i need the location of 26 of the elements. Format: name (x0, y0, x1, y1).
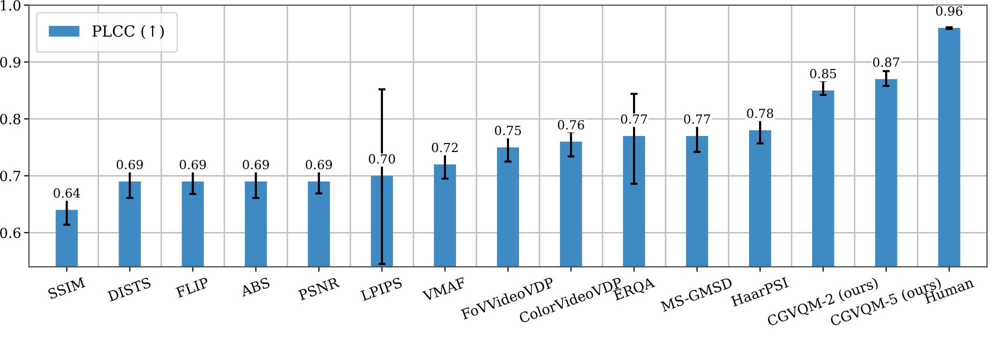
data-label: 0.76 (558, 120, 584, 130)
data-label: 0.87 (873, 57, 900, 67)
y-tick-label: 0.9 (0, 56, 20, 68)
legend-label: PLCC (↑) (92, 24, 164, 39)
data-label: 0.69 (116, 160, 143, 170)
x-tick-label: LPIPS (360, 277, 403, 301)
x-tick-label: PSNR (298, 276, 340, 301)
data-label: 0.69 (180, 160, 206, 170)
data-label: 0.77 (684, 114, 710, 124)
x-tick-label: FLIP (176, 277, 210, 298)
data-label: 0.78 (747, 108, 774, 118)
data-label: 0.77 (620, 114, 648, 124)
data-label: 0.70 (368, 154, 396, 164)
data-label: 0.85 (810, 68, 836, 78)
x-tick-label: SSIM (48, 276, 86, 300)
y-tick-label: 1.0 (0, 0, 20, 11)
y-tick-label: 0.8 (0, 114, 20, 124)
data-label: 0.72 (432, 142, 458, 152)
data-label: 0.75 (494, 126, 521, 136)
data-label: 0.69 (306, 160, 332, 170)
data-label: 0.69 (242, 160, 269, 170)
data-label: 0.96 (936, 6, 962, 16)
x-tick-label: ABS (240, 277, 270, 297)
data-label: 0.64 (54, 188, 80, 198)
y-tick-label: 0.6 (0, 228, 20, 238)
y-tick-label: 0.7 (0, 170, 20, 182)
